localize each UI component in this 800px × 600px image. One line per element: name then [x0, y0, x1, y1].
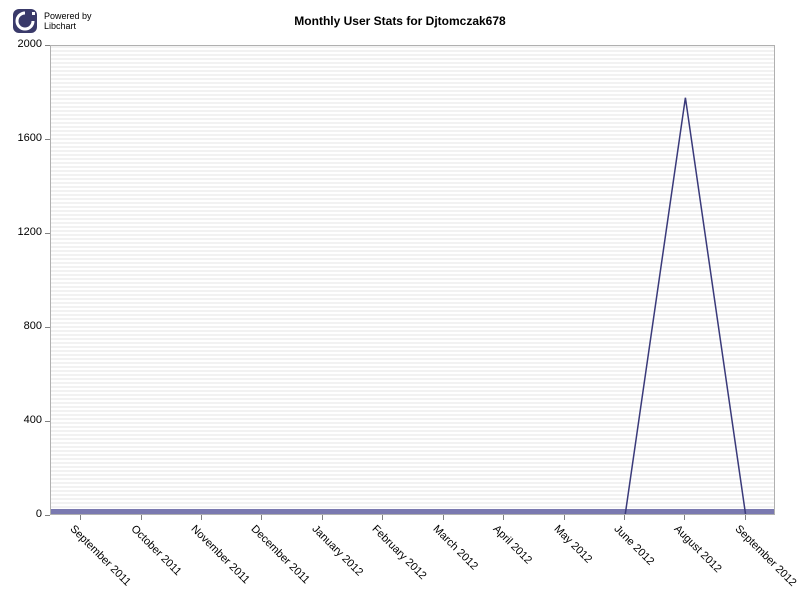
x-axis-label: January 2012 [309, 523, 365, 579]
chart-plot-area [50, 45, 775, 515]
x-axis-label: April 2012 [491, 523, 535, 567]
x-tick [261, 515, 262, 520]
x-axis-label: August 2012 [672, 523, 724, 575]
y-axis-label: 800 [2, 320, 42, 332]
x-tick [322, 515, 323, 520]
x-axis-label: March 2012 [430, 523, 480, 573]
y-axis-label: 0 [2, 508, 42, 520]
x-tick [141, 515, 142, 520]
y-tick [45, 233, 50, 234]
y-axis-label: 1200 [2, 226, 42, 238]
x-tick [443, 515, 444, 520]
x-tick [684, 515, 685, 520]
series-path [81, 98, 746, 515]
y-axis-label: 2000 [2, 38, 42, 50]
y-tick [45, 327, 50, 328]
x-tick [745, 515, 746, 520]
y-axis-label: 400 [2, 414, 42, 426]
x-axis-label: September 2012 [732, 523, 798, 589]
x-tick [80, 515, 81, 520]
grid-stripe [51, 514, 774, 515]
x-tick [564, 515, 565, 520]
x-axis-label: November 2011 [189, 523, 252, 586]
x-axis-label: October 2011 [128, 523, 183, 578]
x-axis-label: June 2012 [611, 523, 656, 568]
x-axis-label: February 2012 [370, 523, 429, 582]
line-series [51, 46, 775, 515]
x-tick [201, 515, 202, 520]
x-tick [624, 515, 625, 520]
y-tick [45, 421, 50, 422]
x-axis-label: September 2011 [68, 523, 133, 588]
chart-title: Monthly User Stats for Djtomczak678 [0, 14, 800, 28]
x-axis-label: December 2011 [249, 523, 312, 586]
x-axis-label: May 2012 [551, 523, 594, 566]
y-tick [45, 45, 50, 46]
y-axis-label: 1600 [2, 132, 42, 144]
y-tick [45, 139, 50, 140]
x-tick [503, 515, 504, 520]
x-tick [382, 515, 383, 520]
y-tick [45, 515, 50, 516]
